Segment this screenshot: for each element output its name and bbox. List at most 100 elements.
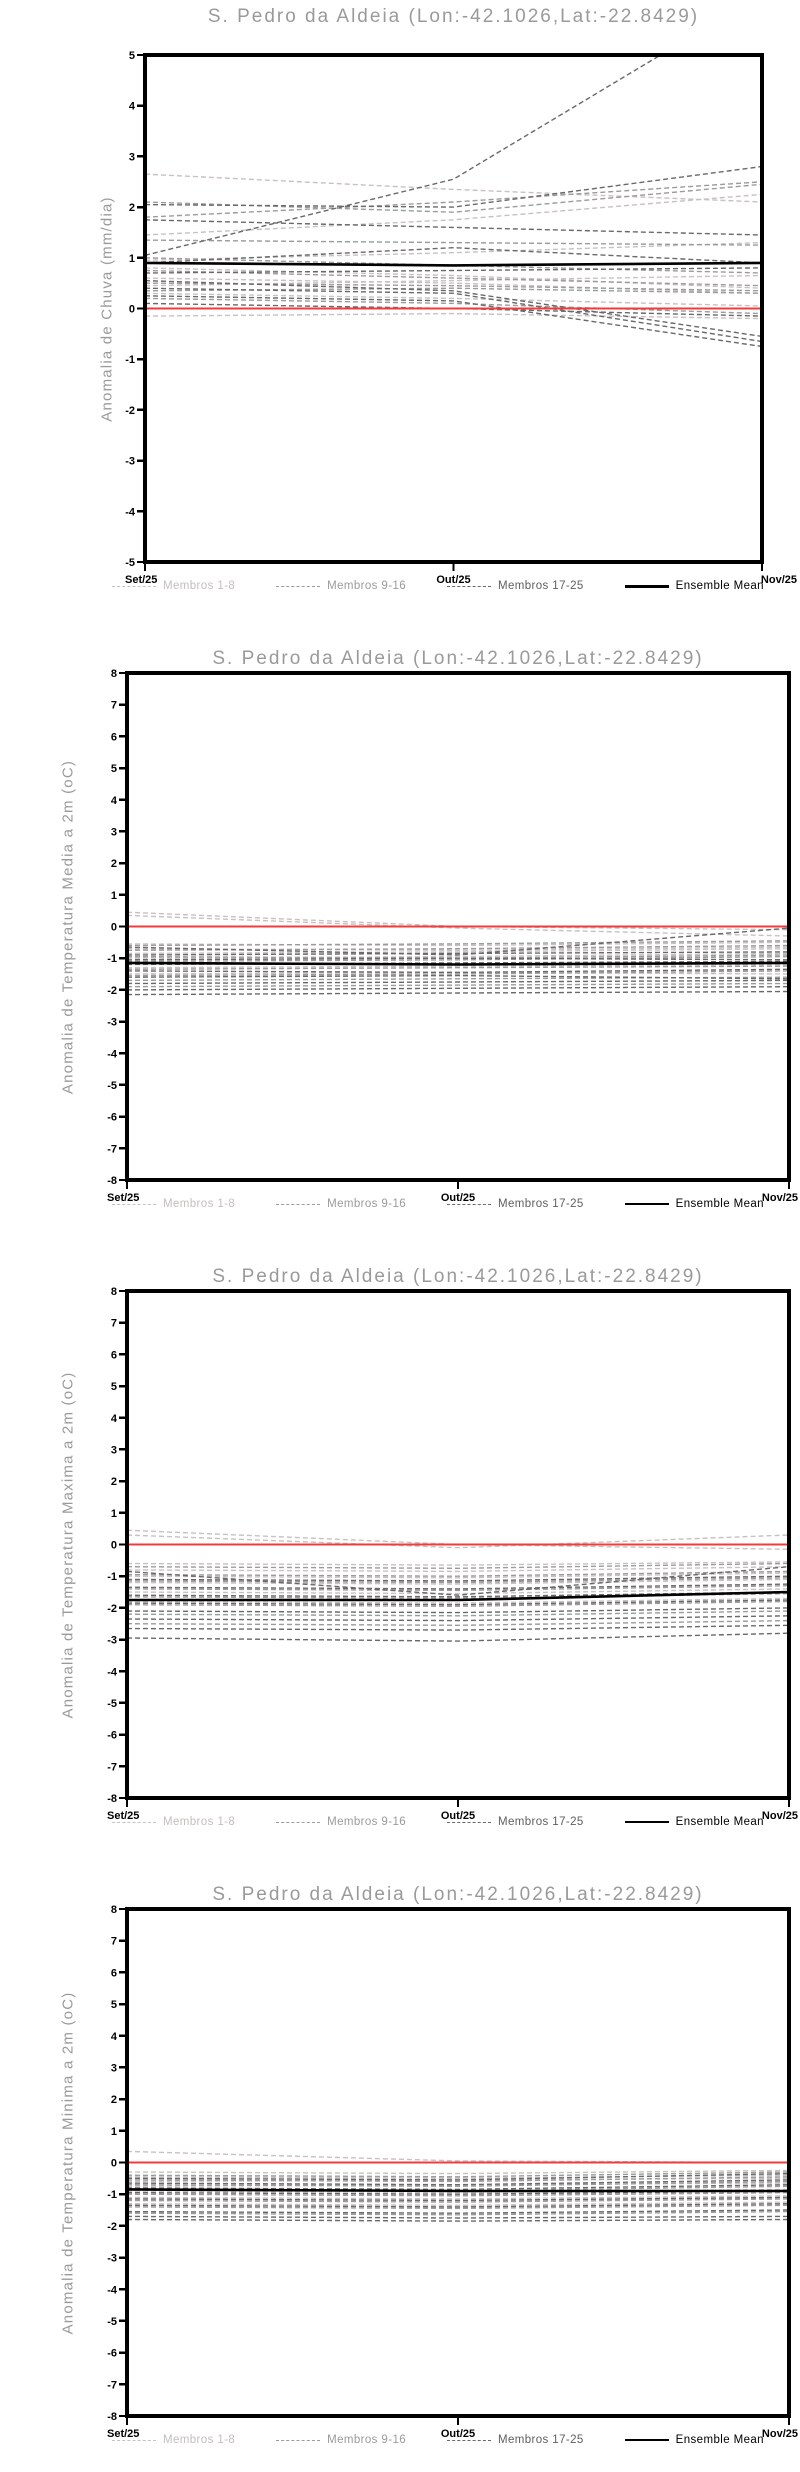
svg-text:-2: -2 (125, 405, 135, 417)
legend-label: Membros 9-16 (327, 1816, 407, 1828)
svg-text:1: 1 (111, 1508, 117, 1520)
solid-line-swatch (624, 2439, 669, 2441)
svg-text:1: 1 (129, 253, 135, 265)
svg-text:-4: -4 (125, 506, 136, 518)
legend-label: Ensemble Mean (675, 1816, 764, 1828)
svg-text:3: 3 (111, 1444, 117, 1456)
svg-text:Out/25: Out/25 (436, 574, 470, 586)
legend-item-ensemble-mean: Ensemble Mean (624, 1816, 764, 1828)
svg-text:3: 3 (111, 2062, 117, 2074)
svg-text:Set/25: Set/25 (125, 574, 157, 586)
svg-text:7: 7 (111, 700, 117, 712)
legend-item-members-9-16: Membros 9-16 (276, 1816, 406, 1828)
solid-line-swatch (624, 1821, 669, 1823)
legend-label: Membros 9-16 (327, 1198, 407, 1210)
min-temperature-anomaly-chart: S. Pedro da Aldeia (Lon:-42.1026,Lat:-22… (0, 1854, 800, 2472)
svg-text:3: 3 (111, 826, 117, 838)
svg-text:6: 6 (111, 1967, 117, 1979)
svg-text:-8: -8 (107, 1793, 117, 1805)
legend-item-members-1-8: Membros 1-8 (112, 1198, 235, 1210)
svg-text:Out/25: Out/25 (441, 1810, 475, 1822)
legend-item-members-17-25: Membros 17-25 (446, 2434, 584, 2446)
svg-text:-3: -3 (107, 2253, 117, 2265)
legend: Membros 1-8 Membros 9-16 Membros 17-25 E… (112, 2434, 764, 2446)
svg-text:-4: -4 (107, 2284, 118, 2296)
svg-text:-8: -8 (107, 1175, 117, 1187)
legend-label: Membros 17-25 (497, 580, 584, 592)
legend: Membros 1-8 Membros 9-16 Membros 17-25 E… (112, 1198, 764, 1210)
legend-item-ensemble-mean: Ensemble Mean (624, 1198, 764, 1210)
svg-text:6: 6 (111, 1349, 117, 1361)
plot-area: -8 -7 -6 -5 -4 -3 -2 -1 0 1 2 3 4 5 6 7 8 Set/25 Out/25 Nov… (107, 668, 798, 1204)
svg-text:-1: -1 (125, 354, 135, 366)
svg-text:Out/25: Out/25 (441, 2428, 475, 2440)
svg-text:-7: -7 (107, 1143, 117, 1155)
svg-text:-6: -6 (107, 2348, 117, 2360)
svg-text:4: 4 (111, 795, 118, 807)
dashed-line-swatch (276, 2439, 321, 2441)
svg-text:-3: -3 (107, 1635, 117, 1647)
svg-text:-5: -5 (125, 557, 135, 569)
svg-text:0: 0 (111, 1540, 117, 1552)
legend-item-ensemble-mean: Ensemble Mean (624, 580, 764, 592)
plot-area: -8 -7 -6 -5 -4 -3 -2 -1 0 1 2 3 4 5 6 7 8 Set/25 Out/25 Nov… (107, 1286, 798, 1822)
dashed-line-swatch (446, 2439, 491, 2441)
svg-text:Nov/25: Nov/25 (762, 2428, 798, 2440)
svg-text:-7: -7 (107, 2379, 117, 2391)
svg-text:8: 8 (111, 1286, 117, 1298)
dashed-line-swatch (276, 1203, 321, 1205)
svg-text:-5: -5 (107, 1080, 117, 1092)
solid-line-swatch (624, 584, 669, 588)
svg-text:Out/25: Out/25 (441, 1192, 475, 1204)
dashed-line-swatch (276, 585, 321, 587)
svg-text:-1: -1 (107, 2189, 117, 2201)
svg-text:Nov/25: Nov/25 (762, 1810, 798, 1822)
legend-label: Membros 9-16 (327, 2434, 407, 2446)
mean-temperature-anomaly-chart: S. Pedro da Aldeia (Lon:-42.1026,Lat:-22… (0, 618, 800, 1236)
legend-label: Ensemble Mean (675, 2434, 764, 2446)
dashed-line-swatch (446, 585, 491, 587)
svg-text:8: 8 (111, 668, 117, 680)
chart-title: S. Pedro da Aldeia (Lon:-42.1026,Lat:-22… (212, 648, 704, 669)
svg-text:-1: -1 (107, 1571, 117, 1583)
svg-text:5: 5 (111, 1999, 117, 2011)
legend-item-members-1-8: Membros 1-8 (112, 580, 235, 592)
svg-text:-6: -6 (107, 1730, 117, 1742)
svg-text:0: 0 (111, 922, 117, 934)
svg-text:-4: -4 (107, 1048, 118, 1060)
legend-item-ensemble-mean: Ensemble Mean (624, 2434, 764, 2446)
legend-item-members-9-16: Membros 9-16 (276, 1198, 406, 1210)
svg-text:0: 0 (111, 2158, 117, 2170)
svg-text:-1: -1 (107, 953, 117, 965)
svg-text:1: 1 (111, 2126, 117, 2138)
svg-text:2: 2 (111, 858, 117, 870)
svg-text:6: 6 (111, 731, 117, 743)
legend: Membros 1-8 Membros 9-16 Membros 17-25 E… (112, 1816, 764, 1828)
svg-text:Nov/25: Nov/25 (762, 1192, 798, 1204)
legend-label: Membros 1-8 (163, 1816, 236, 1828)
svg-text:-8: -8 (107, 2411, 117, 2423)
svg-text:Nov/25: Nov/25 (761, 574, 797, 586)
legend-item-members-1-8: Membros 1-8 (112, 2434, 235, 2446)
svg-text:2: 2 (129, 202, 135, 214)
chart-title: S. Pedro da Aldeia (Lon:-42.1026,Lat:-22… (212, 1266, 704, 1287)
plot-area: -8 -7 -6 -5 -4 -3 -2 -1 0 1 2 3 4 5 6 7 8 Set/25 Out/25 Nov… (107, 1904, 798, 2440)
svg-text:-4: -4 (107, 1666, 118, 1678)
svg-text:4: 4 (111, 2031, 118, 2043)
svg-text:-3: -3 (125, 456, 135, 468)
legend-label: Membros 17-25 (497, 1198, 584, 1210)
svg-text:4: 4 (129, 101, 136, 113)
dashed-line-swatch (112, 1821, 156, 1823)
max-temperature-anomaly-chart: S. Pedro da Aldeia (Lon:-42.1026,Lat:-22… (0, 1236, 800, 1854)
svg-text:2: 2 (111, 1476, 117, 1488)
svg-text:1: 1 (111, 890, 117, 902)
legend-label: Membros 9-16 (327, 580, 407, 592)
svg-text:2: 2 (111, 2094, 117, 2106)
svg-text:8: 8 (111, 1904, 117, 1916)
svg-text:-6: -6 (107, 1112, 117, 1124)
legend-item-members-1-8: Membros 1-8 (112, 1816, 235, 1828)
dashed-line-swatch (112, 585, 156, 587)
legend-label: Membros 17-25 (497, 2434, 584, 2446)
dashed-line-swatch (112, 1203, 156, 1205)
